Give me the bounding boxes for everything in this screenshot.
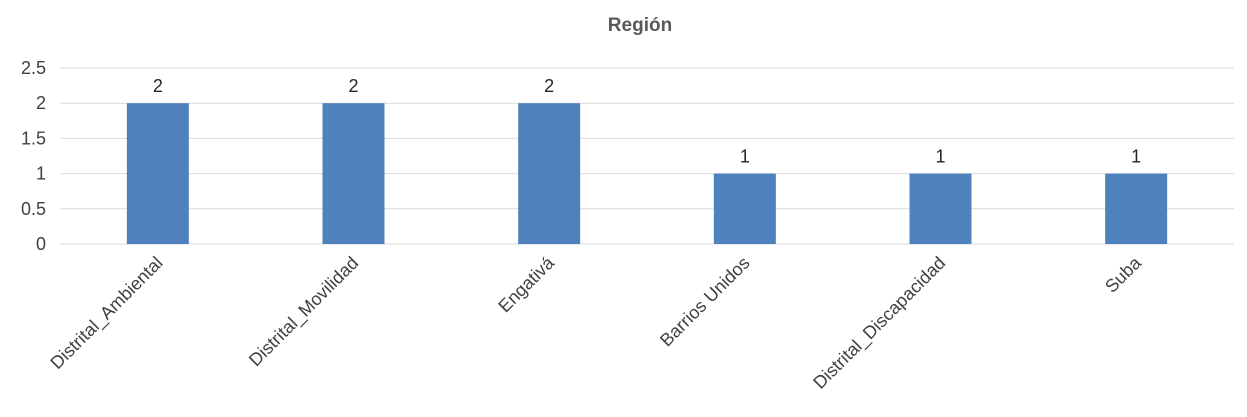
data-labels: 2 2 2 1 1 1 xyxy=(153,76,1141,166)
y-axis-ticks: 0 0.5 1 1.5 2 2.5 xyxy=(21,58,46,254)
x-axis-ticks: Distrital_Ambiental Distrital_Movilidad En… xyxy=(46,252,1145,393)
x-tick-label: Barrios Unidos xyxy=(656,253,754,351)
y-tick-label: 1.5 xyxy=(21,128,46,148)
bar xyxy=(322,103,385,244)
y-tick-label: 2.5 xyxy=(21,58,46,78)
y-tick-label: 0.5 xyxy=(21,199,46,219)
x-tick-label: Engativá xyxy=(494,252,558,316)
data-label: 1 xyxy=(1131,147,1141,167)
bar xyxy=(713,173,776,244)
bar xyxy=(1105,173,1168,244)
bar xyxy=(909,173,972,244)
x-tick-label: Distrital_Ambiental xyxy=(46,253,167,374)
bar xyxy=(518,103,581,244)
data-label: 2 xyxy=(544,76,554,96)
data-label: 1 xyxy=(935,147,945,167)
y-tick-label: 2 xyxy=(36,93,46,113)
x-tick-label: Suba xyxy=(1101,252,1146,297)
chart-title: Región xyxy=(608,15,672,36)
x-tick-label: Distrital_Movilidad xyxy=(245,253,363,371)
bar xyxy=(126,103,189,244)
x-tick-label: Distrital_Discapacidad xyxy=(809,253,950,394)
gridlines xyxy=(60,67,1234,245)
data-label: 2 xyxy=(153,76,163,96)
data-label: 1 xyxy=(740,147,750,167)
y-tick-label: 1 xyxy=(36,164,46,184)
y-tick-label: 0 xyxy=(36,234,46,254)
bars xyxy=(126,103,1168,244)
data-label: 2 xyxy=(348,76,358,96)
